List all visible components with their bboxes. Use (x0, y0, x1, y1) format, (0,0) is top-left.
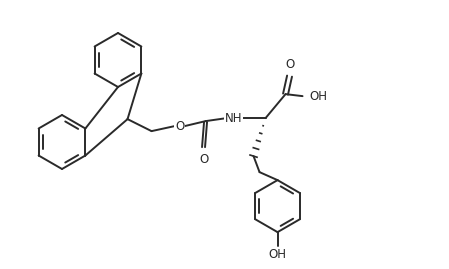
Text: NH: NH (225, 112, 242, 125)
Text: OH: OH (309, 90, 327, 103)
Text: O: O (285, 58, 294, 71)
Text: O: O (199, 153, 208, 166)
Text: OH: OH (269, 248, 286, 261)
Text: O: O (175, 120, 184, 133)
